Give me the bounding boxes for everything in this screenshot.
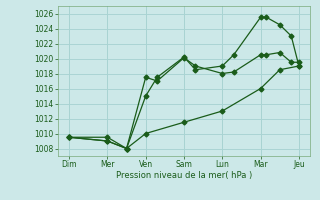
X-axis label: Pression niveau de la mer( hPa ): Pression niveau de la mer( hPa ) (116, 171, 252, 180)
